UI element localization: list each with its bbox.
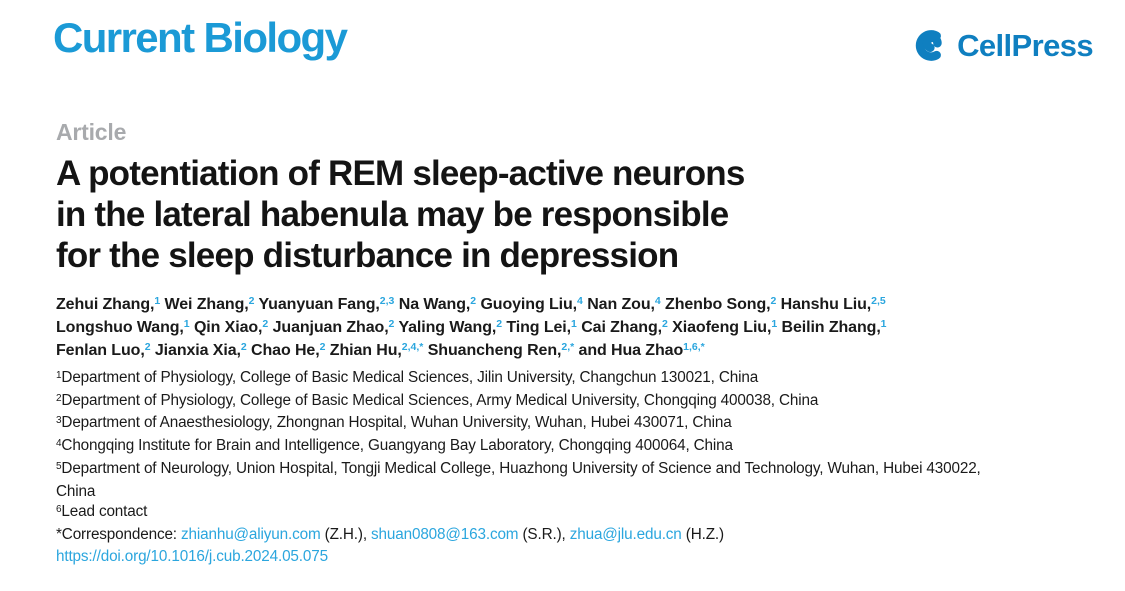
author-affiliation-superscript: 2 — [388, 318, 395, 330]
author-name: Wei Zhang, — [160, 296, 249, 313]
author-affiliation-superscript: 2 — [496, 318, 503, 330]
author-affiliation-superscript: 2 — [240, 341, 247, 353]
author-name: Yaling Wang, — [394, 319, 497, 336]
author-name: Guoying Liu, — [476, 296, 578, 313]
correspondence-label: *Correspondence: — [56, 525, 182, 543]
affiliation-superscript: 2 — [56, 392, 62, 404]
affiliation-line: China — [56, 482, 1085, 503]
author-affiliation-superscript: 2,3 — [379, 295, 395, 307]
author-name: Zhian Hu, — [325, 342, 402, 359]
author-affiliation-superscript: 2 — [319, 341, 326, 353]
author-name: Chao He, — [246, 342, 320, 359]
author-name: Ting Lei, — [502, 319, 571, 336]
affiliation-superscript: 6 — [56, 504, 62, 516]
author-affiliation-superscript: 1 — [154, 295, 161, 307]
doi-link[interactable]: https://doi.org/10.1016/j.cub.2024.05.07… — [56, 547, 328, 565]
author-affiliation-superscript: 2 — [262, 318, 269, 330]
author-affiliation-superscript: 2 — [248, 295, 255, 307]
author-affiliation-superscript: 2 — [144, 341, 151, 353]
article-front-matter: Article A potentiation of REM sleep-acti… — [0, 119, 1125, 567]
author-name: Qin Xiao, — [189, 319, 263, 336]
article-type-label: Article — [56, 119, 127, 145]
page-header: Current Biology CellPress — [0, 0, 1125, 64]
affiliation-list: 1Department of Physiology, College of Ba… — [56, 368, 1085, 525]
author-affiliation-superscript: 2 — [470, 295, 477, 307]
author-affiliation-superscript: 1 — [880, 318, 887, 330]
author-affiliation-superscript: 4 — [577, 295, 583, 307]
affiliation-line: 4Chongqing Institute for Brain and Intel… — [56, 436, 1085, 459]
author-list: Zehui Zhang,1 Wei Zhang,2 Yuanyuan Fang,… — [56, 294, 1085, 363]
affiliation-line: 2Department of Physiology, College of Ba… — [56, 391, 1085, 414]
affiliation-text: China — [56, 482, 96, 500]
affiliation-text: Department of Neurology, Union Hospital,… — [61, 459, 981, 477]
article-title-line: in the lateral habenula may be responsib… — [56, 195, 729, 234]
article-title-line: A potentiation of REM sleep-active neuro… — [56, 154, 745, 193]
author-name: Shuancheng Ren, — [423, 342, 562, 359]
correspondence-initials: (Z.H.), — [320, 525, 372, 543]
affiliation-text: Department of Physiology, College of Bas… — [61, 391, 819, 409]
affiliation-line: 5Department of Neurology, Union Hospital… — [56, 459, 1085, 482]
correspondence-initials: (H.Z.) — [681, 525, 724, 543]
author-name: Yuanyuan Fang, — [254, 296, 380, 313]
affiliation-text: Department of Anaesthesiology, Zhongnan … — [61, 414, 732, 432]
article-title: A potentiation of REM sleep-active neuro… — [56, 153, 1085, 276]
author-affiliation-superscript: 2,* — [561, 341, 575, 353]
author-line: Longshuo Wang,1 Qin Xiao,2 Juanjuan Zhao… — [56, 317, 1085, 340]
author-name: Longshuo Wang, — [56, 319, 184, 336]
journal-logo: Current Biology — [53, 14, 348, 61]
correspondence-line: *Correspondence: zhianhu@aliyun.com (Z.H… — [56, 525, 1085, 546]
publisher-logo-text: CellPress — [957, 27, 1094, 63]
author-affiliation-superscript: 1 — [571, 318, 577, 330]
author-name: Fenlan Luo, — [56, 342, 145, 359]
cellpress-swirl-icon — [913, 27, 950, 64]
correspondence-email-link[interactable]: shuan0808@163.com — [371, 525, 519, 543]
affiliation-line: 6Lead contact — [56, 502, 1085, 525]
affiliation-line: 1Department of Physiology, College of Ba… — [56, 368, 1085, 391]
affiliation-superscript: 1 — [56, 370, 62, 381]
author-name: Juanjuan Zhao, — [268, 319, 389, 336]
affiliation-text: Lead contact — [61, 503, 148, 521]
author-name: Beilin Zhang, — [777, 319, 881, 336]
publisher-logo: CellPress — [913, 27, 1094, 64]
author-name: and Hua Zhao — [574, 342, 684, 359]
affiliation-text: Chongqing Institute for Brain and Intell… — [61, 437, 733, 455]
author-line: Zehui Zhang,1 Wei Zhang,2 Yuanyuan Fang,… — [56, 294, 1085, 317]
affiliation-line: 3Department of Anaesthesiology, Zhongnan… — [56, 413, 1085, 436]
author-affiliation-superscript: 1 — [771, 318, 778, 330]
author-name: Xiaofeng Liu, — [667, 319, 772, 336]
correspondence-email-link[interactable]: zhua@jlu.edu.cn — [569, 525, 682, 543]
author-affiliation-superscript: 2,4,* — [401, 341, 424, 353]
author-name: Zehui Zhang, — [56, 296, 155, 313]
author-affiliation-superscript: 1,6,* — [683, 341, 705, 353]
affiliation-text: Department of Physiology, College of Bas… — [61, 369, 759, 386]
author-name: Jianxia Xia, — [150, 342, 241, 359]
author-line: Fenlan Luo,2 Jianxia Xia,2 Chao He,2 Zhi… — [56, 340, 1085, 363]
article-title-line: for the sleep disturbance in depression — [56, 236, 679, 275]
correspondence-email-link[interactable]: zhianhu@aliyun.com — [181, 525, 321, 543]
author-affiliation-superscript: 4 — [654, 295, 661, 307]
correspondence-initials: (S.R.), — [518, 525, 570, 543]
author-affiliation-superscript: 2,5 — [871, 295, 886, 307]
author-affiliation-superscript: 2 — [770, 295, 777, 307]
affiliation-superscript: 3 — [56, 415, 62, 427]
affiliation-superscript: 5 — [56, 460, 62, 472]
author-name: Nan Zou, — [582, 296, 655, 313]
affiliation-superscript: 4 — [56, 438, 62, 450]
author-name: Hanshu Liu, — [776, 296, 872, 313]
doi-line: https://doi.org/10.1016/j.cub.2024.05.07… — [56, 547, 1085, 568]
author-name: Na Wang, — [394, 296, 471, 313]
author-name: Zhenbo Song, — [660, 296, 771, 313]
author-affiliation-superscript: 1 — [183, 318, 190, 330]
author-affiliation-superscript: 2 — [661, 318, 668, 330]
author-name: Cai Zhang, — [576, 319, 662, 336]
